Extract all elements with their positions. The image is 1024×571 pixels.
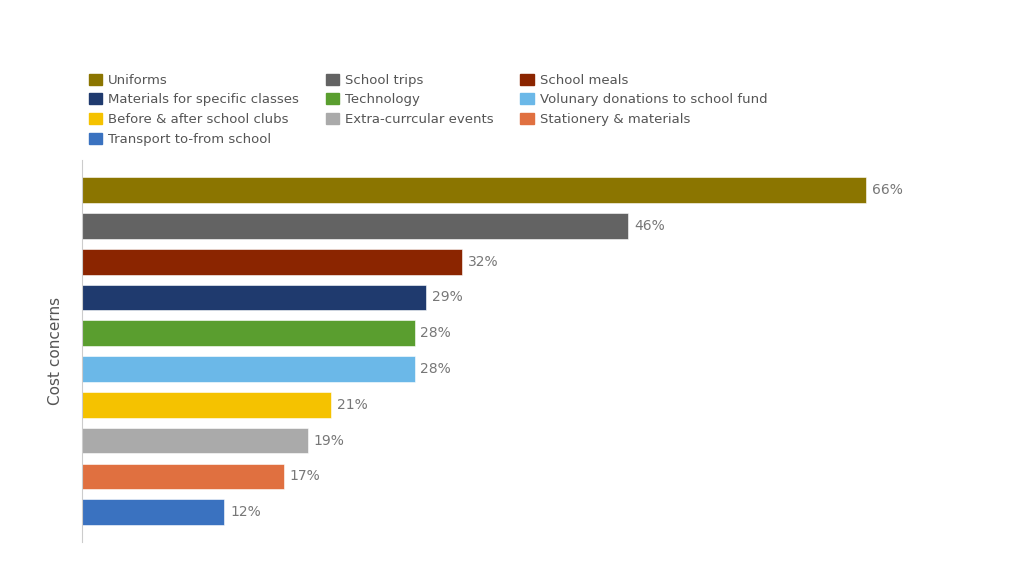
- Text: 32%: 32%: [468, 255, 499, 269]
- Legend: Uniforms, Materials for specific classes, Before & after school clubs, Transport: Uniforms, Materials for specific classes…: [88, 74, 768, 146]
- Text: 28%: 28%: [421, 326, 452, 340]
- Text: 21%: 21%: [337, 398, 368, 412]
- Bar: [82, 320, 415, 346]
- Bar: [82, 356, 415, 382]
- Bar: [82, 428, 307, 453]
- Y-axis label: Cost concerns: Cost concerns: [48, 297, 63, 405]
- Text: 28%: 28%: [421, 362, 452, 376]
- Text: 46%: 46%: [634, 219, 665, 233]
- Bar: [82, 284, 426, 311]
- Text: 17%: 17%: [290, 469, 321, 484]
- Text: 19%: 19%: [313, 433, 344, 448]
- Bar: [82, 213, 629, 239]
- Bar: [82, 249, 462, 275]
- Bar: [82, 392, 332, 418]
- Bar: [82, 499, 224, 525]
- Text: 66%: 66%: [871, 183, 903, 197]
- Bar: [82, 464, 284, 489]
- Text: 29%: 29%: [432, 291, 463, 304]
- Text: 12%: 12%: [230, 505, 261, 519]
- Bar: [82, 177, 866, 203]
